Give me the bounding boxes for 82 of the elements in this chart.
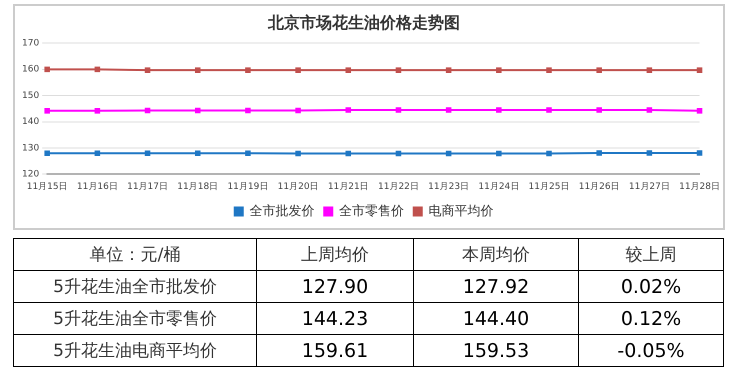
text: 144.23 [256, 302, 414, 334]
y-tick-label: 140 [22, 117, 40, 128]
legend-label: 全市零售价 [338, 204, 404, 219]
text: 5升花生油全市批发价 [14, 270, 256, 302]
point [346, 67, 352, 73]
point [496, 107, 502, 113]
text: 上周均价 [256, 238, 414, 270]
point [295, 67, 301, 73]
point [696, 150, 702, 156]
text: 0.02% [578, 270, 724, 302]
point [696, 108, 702, 114]
x-tick-label: 11月23日 [428, 182, 470, 192]
point [44, 66, 50, 72]
point [295, 150, 301, 156]
legend-label: 电商平均价 [428, 204, 494, 219]
point [396, 67, 402, 73]
point [144, 150, 150, 156]
point [144, 67, 150, 73]
point [245, 108, 251, 114]
point [596, 150, 602, 156]
text: -0.05% [578, 334, 724, 366]
x-tick-label: 11月19日 [227, 182, 268, 192]
y-tick-label: 160 [22, 64, 40, 75]
point [44, 150, 50, 156]
y-tick-label: 120 [22, 170, 40, 180]
point [396, 107, 402, 113]
point [44, 108, 50, 114]
text: 本周均价 [414, 238, 578, 270]
chart-title: 北京市场花生油价格走势图 [267, 12, 460, 32]
point [646, 107, 652, 113]
legend-label: 全市批发价 [249, 204, 314, 219]
point [295, 108, 301, 114]
point [194, 150, 200, 156]
point [596, 67, 602, 73]
x-tick-label: 11月18日 [177, 182, 218, 192]
x-tick-label: 11月24日 [478, 182, 520, 192]
point [646, 67, 652, 73]
x-tick-label: 11月15日 [26, 182, 68, 192]
x-tick-label: 11月26日 [578, 182, 620, 192]
point [194, 67, 200, 73]
point [194, 108, 200, 114]
x-tick-label: 11月21日 [328, 182, 369, 192]
point [696, 67, 702, 73]
point [596, 107, 602, 113]
point [245, 67, 251, 73]
x-tick-label: 11月20日 [278, 182, 319, 192]
point [546, 67, 552, 73]
point [94, 66, 100, 72]
y-tick-label: 130 [22, 143, 40, 154]
point [245, 150, 251, 156]
point [396, 150, 402, 156]
point [496, 150, 502, 156]
y-tick-label: 170 [22, 38, 40, 49]
text: 127.90 [256, 270, 414, 302]
point [496, 67, 502, 73]
point [94, 150, 100, 156]
text: 5升花生油全市零售价 [14, 302, 256, 334]
x-tick-label: 11月25日 [528, 182, 570, 192]
x-tick-label: 11月28日 [679, 182, 720, 192]
text: 159.53 [414, 334, 578, 366]
text: 0.12% [578, 302, 724, 334]
text: 5升花生油电商平均价 [14, 334, 256, 366]
point [546, 150, 552, 156]
point [446, 150, 452, 156]
x-tick-label: 11月16日 [76, 182, 118, 192]
text: 单位：元/桶 [14, 238, 256, 270]
y-tick-label: 150 [22, 90, 40, 101]
text: 159.61 [256, 334, 414, 366]
text: 较上周 [578, 238, 724, 270]
point [346, 150, 352, 156]
point [346, 107, 352, 113]
point [144, 108, 150, 114]
point [446, 107, 452, 113]
point [94, 108, 100, 114]
point [646, 150, 652, 156]
x-tick-label: 11月22日 [378, 182, 419, 192]
x-tick-label: 11月17日 [127, 182, 168, 192]
point [546, 107, 552, 113]
text: 127.92 [414, 270, 578, 302]
text: 144.40 [414, 302, 578, 334]
x-tick-label: 11月27日 [628, 182, 670, 192]
point [446, 67, 452, 73]
